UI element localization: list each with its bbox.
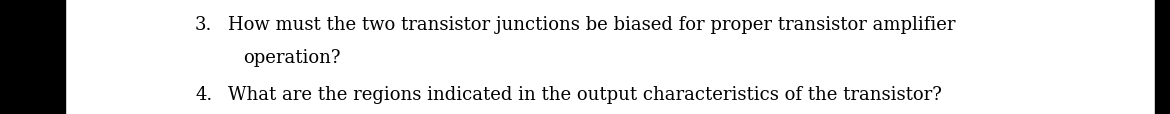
Bar [0,0,66,114]
Text: 3.: 3. [195,16,213,34]
Text: 4.: 4. [195,85,212,103]
Text: What are the regions indicated in the output characteristics of the transistor?: What are the regions indicated in the ou… [228,85,942,103]
Bar [1155,0,1170,114]
Text: operation?: operation? [243,49,340,66]
Text: How must the two transistor junctions be biased for proper transistor amplifier: How must the two transistor junctions be… [228,16,956,34]
